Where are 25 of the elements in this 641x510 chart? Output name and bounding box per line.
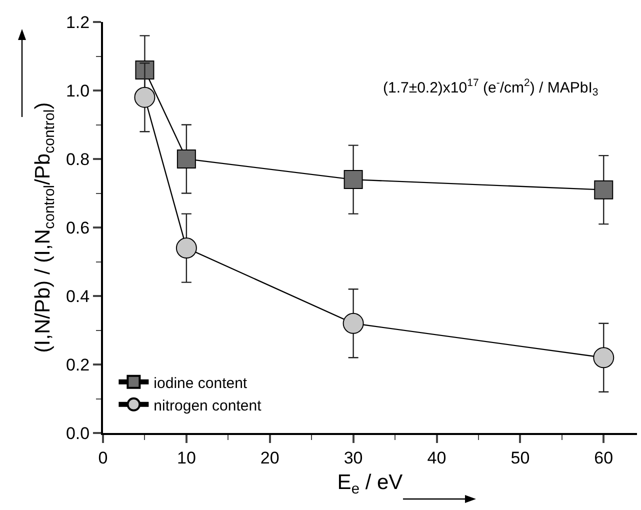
legend-label: nitrogen content (154, 397, 262, 414)
point (134, 86, 156, 108)
point (176, 238, 197, 259)
y-tick-label: 0.4 (66, 286, 90, 306)
x-tick-label: 30 (344, 448, 363, 468)
point (594, 180, 614, 200)
y-tick-label: 1.2 (66, 12, 90, 32)
point (344, 170, 363, 190)
x-tick-label: 0 (98, 448, 108, 468)
point (176, 150, 196, 168)
y-tick-label: 0.8 (66, 150, 90, 169)
y-tick-label: 0.0 (66, 424, 90, 443)
point (593, 347, 614, 368)
x-tick-label: 20 (260, 448, 280, 468)
x-tick-label: 40 (427, 448, 446, 468)
x-tick-label: 60 (594, 448, 614, 468)
x-tick-label: 10 (176, 448, 196, 468)
x-tick-label: 50 (510, 448, 530, 468)
y-tick-label: 0.2 (66, 355, 90, 374)
y-tick-label: 1.0 (66, 81, 90, 100)
legend-label: iodine content (154, 374, 248, 392)
annotation: (1.7±0.2)x10$^{17}$ (e$^{-}$/cm$^{2}$) / MAPbI$_{3}$ (383, 77, 598, 98)
y-tick-label: 0.6 (66, 218, 90, 238)
x-axis-title: E$_{e}$ / eV (337, 471, 403, 498)
point (342, 312, 364, 334)
